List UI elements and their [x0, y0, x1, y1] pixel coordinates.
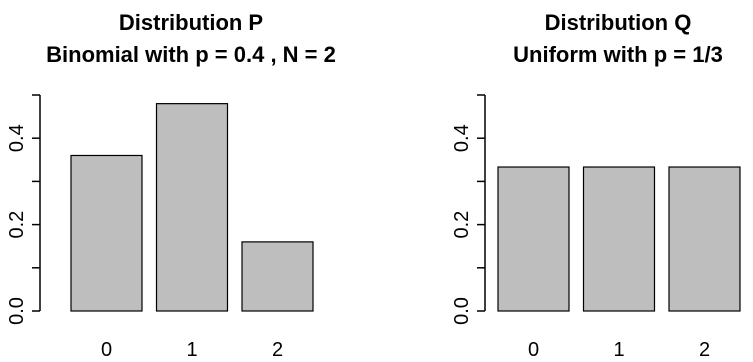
x-label-p-0: 0	[101, 339, 112, 361]
bars-q	[497, 166, 741, 312]
y-axis-p: 0.0 0.2 0.4	[6, 94, 41, 325]
bar-p-1	[155, 103, 229, 312]
x-label-q-1: 1	[613, 339, 624, 361]
bar-q-0	[497, 166, 570, 312]
bar-q-2	[668, 166, 741, 312]
bar-p-2	[241, 241, 314, 312]
chart-subtitle-p: Binomial with p = 0.4 , N = 2	[46, 42, 336, 67]
bar-q-1	[582, 166, 656, 312]
x-label-q-0: 0	[528, 339, 539, 361]
chart-subtitle-q: Uniform with p = 1/3	[513, 42, 723, 67]
x-labels-q: 0 1 2	[528, 339, 710, 361]
chart-title-q: Distribution Q	[545, 10, 692, 35]
x-label-p-1: 1	[186, 339, 197, 361]
panel-distribution-p: Distribution P Binomial with p = 0.4 , N…	[6, 10, 336, 361]
panel-distribution-q: Distribution Q Uniform with p = 1/3 0.00…	[451, 10, 741, 361]
x-label-p-2: 2	[272, 339, 283, 361]
y-tick-label-p: 0.2	[6, 211, 28, 239]
x-label-q-2: 2	[699, 339, 710, 361]
bar-p-0	[70, 154, 143, 312]
y-tick-label-q: 0.4	[451, 124, 473, 152]
bars-p	[70, 103, 314, 312]
y-tick-label-q: 0.2	[451, 211, 473, 239]
x-labels-p: 0 1 2	[101, 339, 283, 361]
y-tick-label-p: 0.0	[6, 297, 28, 325]
y-tick-label-q: 0.0	[451, 297, 473, 325]
chart-title-p: Distribution P	[119, 10, 263, 35]
y-tick-label-p: 0.4	[6, 124, 28, 152]
y-axis-q: 0.0 0.2 0.4	[451, 94, 486, 325]
